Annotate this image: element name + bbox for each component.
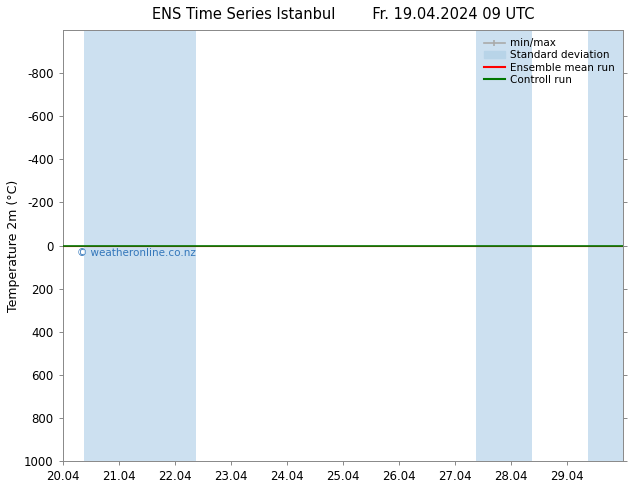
Bar	[588, 30, 623, 461]
Title: ENS Time Series Istanbul        Fr. 19.04.2024 09 UTC: ENS Time Series Istanbul Fr. 19.04.2024 …	[152, 7, 534, 22]
Bar	[84, 30, 196, 461]
Legend: min/max, Standard deviation, Ensemble mean run, Controll run: min/max, Standard deviation, Ensemble me…	[481, 35, 618, 88]
Text: © weatheronline.co.nz: © weatheronline.co.nz	[77, 248, 196, 258]
Y-axis label: Temperature 2m (°C): Temperature 2m (°C)	[7, 179, 20, 312]
Bar	[476, 30, 532, 461]
